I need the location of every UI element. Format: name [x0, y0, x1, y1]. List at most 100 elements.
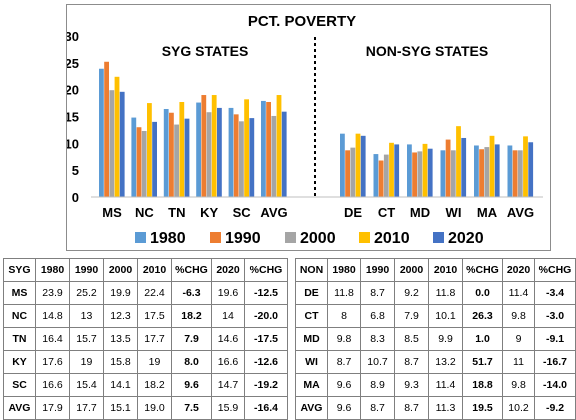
table-row: TN 16.4 15.7 13.5 17.7 7.9 14.6 -17.5 [3, 327, 288, 351]
table-cell: 16.6 [211, 350, 245, 374]
bar-2010-avg [523, 136, 528, 197]
non-syg-states-table: NON 1980 1990 2000 2010 %CHG 2020 %CHG DE 11.8 8.7… [295, 258, 576, 420]
table-cell: 8.7 [394, 350, 429, 374]
legend-label-2020: 2020 [448, 230, 484, 247]
row-label: AVG [3, 396, 36, 420]
bar-2020-ky [217, 107, 222, 197]
bar-2000-ma [484, 147, 490, 197]
bar-2020-avg [281, 111, 287, 197]
table-cell: 22.4 [137, 281, 172, 305]
table-cell: -6.3 [171, 281, 212, 305]
x-tick-label: KY [200, 205, 218, 220]
table-cell: -3.0 [534, 304, 576, 328]
x-tick-label: SC [233, 205, 252, 220]
row-label: TN [3, 327, 36, 351]
x-tick-label: AVG [260, 205, 287, 220]
x-tick-label: MD [410, 205, 430, 220]
bar-2010-ma [489, 135, 495, 197]
table-cell: 18.2 [171, 304, 212, 328]
table-cell: 10.7 [360, 350, 395, 374]
table-cell: 7.9 [394, 304, 429, 328]
table-row: SC 16.6 15.4 14.1 18.2 9.6 14.7 -19.2 [3, 373, 288, 397]
x-tick-label: AVG [507, 205, 534, 220]
bar-1990-avg [266, 102, 271, 197]
table-cell: 7.9 [171, 327, 212, 351]
table-cell: -12.6 [244, 350, 288, 374]
row-label: NC [3, 304, 36, 328]
table-cell: -12.5 [244, 281, 288, 305]
bar-1980-avg [507, 145, 513, 197]
table-cell: 15.9 [211, 396, 245, 420]
bar-2020-sc [249, 118, 255, 197]
column-header: 1980 [327, 258, 361, 282]
bar-2000-nc [141, 130, 147, 197]
legend-swatch-2010 [359, 232, 370, 243]
bar-1980-nc [131, 117, 137, 197]
table-cell: -9.2 [534, 396, 576, 420]
y-tick-label: 0 [72, 190, 79, 205]
bar-1980-ms [99, 68, 104, 197]
table-cell: 17.6 [35, 350, 70, 374]
table-row: KY 17.6 19 15.8 19 8.0 16.6 -12.6 [3, 350, 288, 374]
table-row: MD 9.8 8.3 8.5 9.9 1.0 9 -9.1 [295, 327, 576, 351]
table-cell: 15.4 [69, 373, 104, 397]
table-cell: 9.3 [394, 373, 429, 397]
table-cell: 19 [69, 350, 104, 374]
column-header: NON [295, 258, 328, 282]
table-cell: 1.0 [462, 327, 503, 351]
table-cell: -20.0 [244, 304, 288, 328]
table-cell: 8.0 [171, 350, 212, 374]
table-cell: 25.2 [69, 281, 104, 305]
table-cell: 19.6 [211, 281, 245, 305]
x-tick-label: MA [477, 205, 498, 220]
table-cell: 14.8 [35, 304, 70, 328]
table-row: WI 8.7 10.7 8.7 13.2 51.7 11 -16.7 [295, 350, 576, 374]
row-label: MD [295, 327, 328, 351]
bar-2020-md [427, 148, 433, 197]
x-tick-label: NC [135, 205, 154, 220]
column-header: 2010 [137, 258, 172, 282]
table-cell: 8.7 [360, 396, 395, 420]
bar-2010-wi [456, 126, 461, 197]
bar-1980-avg [261, 100, 266, 197]
bar-2000-ms [109, 90, 115, 197]
bar-1990-md [412, 152, 417, 197]
bar-1980-tn [163, 108, 169, 197]
y-tick-label: 10 [67, 136, 79, 151]
table-cell: 8.5 [394, 327, 429, 351]
table-cell: 8.7 [327, 350, 361, 374]
bar-2010-ct [389, 142, 394, 197]
table-cell: 9.6 [171, 373, 212, 397]
table-row: CT 8 6.8 7.9 10.1 26.3 9.8 -3.0 [295, 304, 576, 328]
table-cell: 15.1 [103, 396, 138, 420]
bar-2010-tn [179, 102, 185, 197]
table-cell: 7.5 [171, 396, 212, 420]
column-header: 2000 [103, 258, 138, 282]
legend-swatch-2000 [285, 232, 296, 243]
x-tick-label: CT [378, 205, 395, 220]
column-header: %CHG [171, 258, 212, 282]
bar-2020-wi [461, 137, 467, 197]
table-row: NC 14.8 13 12.3 17.5 18.2 14 -20.0 [3, 304, 288, 328]
table-cell: -3.4 [534, 281, 576, 305]
bar-2000-ct [383, 154, 389, 197]
bar-1980-sc [228, 107, 234, 197]
row-label: SC [3, 373, 36, 397]
bar-2010-ky [211, 95, 217, 197]
group-label-non-syg: NON-SYG STATES [366, 43, 488, 59]
column-header: SYG [3, 258, 36, 282]
legend-label-2010: 2010 [374, 230, 410, 247]
table-cell: 17.7 [137, 327, 172, 351]
table-cell: 19.5 [462, 396, 503, 420]
bar-1990-ky [201, 95, 207, 197]
table-header-row: NON 1980 1990 2000 2010 %CHG 2020 %CHG [295, 258, 576, 282]
bar-1990-ma [479, 149, 484, 197]
table-cell: 11.4 [502, 281, 535, 305]
x-tick-label: MS [102, 205, 122, 220]
bar-1990-avg [512, 150, 518, 197]
table-cell: 8.3 [360, 327, 395, 351]
table-cell: 10.2 [502, 396, 535, 420]
table-cell: 16.4 [35, 327, 70, 351]
row-label: MS [3, 281, 36, 305]
poverty-chart: PCT. POVERTY SYG STATES NON-SYG STATES 0… [66, 4, 551, 251]
